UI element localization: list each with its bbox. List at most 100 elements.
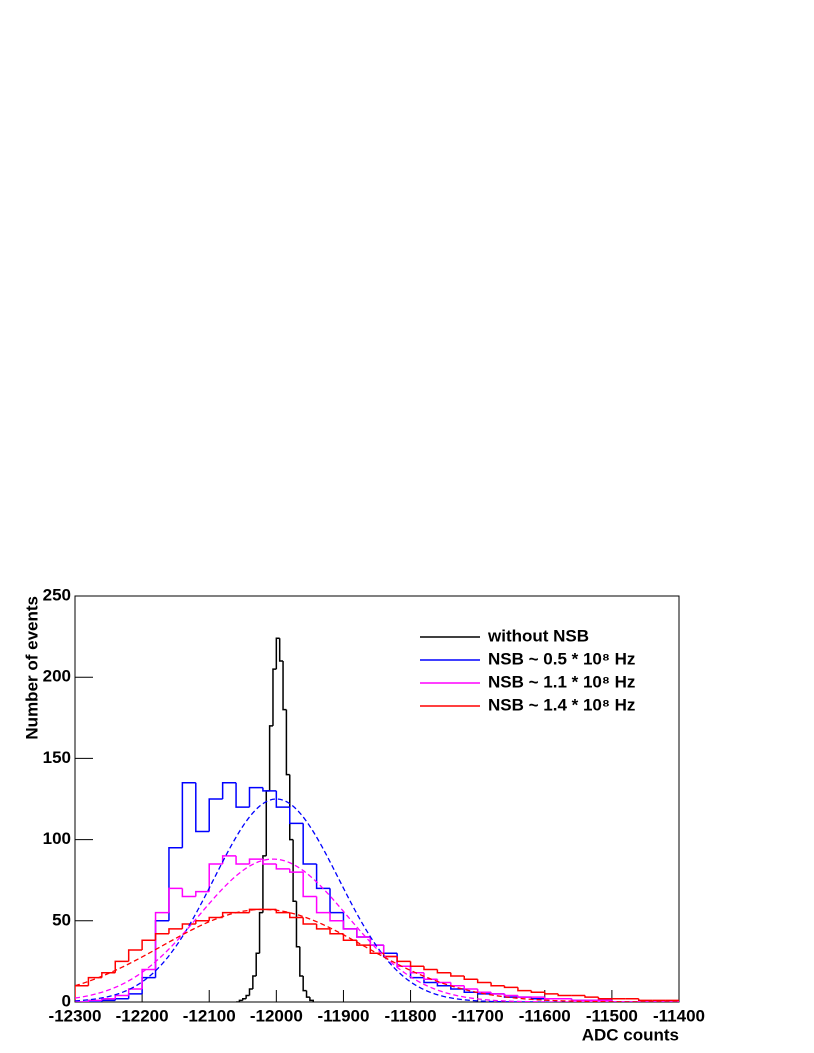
histogram-bin [208,798,223,832]
histogram-bin [570,998,586,1002]
histogram-bin [611,1000,626,1002]
histogram-bin [544,992,559,995]
histogram-bin [168,846,183,921]
histogram-bin [235,782,250,808]
histogram-bin [221,855,237,864]
histogram-bin [245,994,250,999]
histogram-bin [490,982,505,987]
histogram-bin [114,994,129,999]
histogram-bin [127,988,143,996]
histogram-bin [221,782,237,799]
histogram-bin [101,998,116,1001]
x-tick-label: -11800 [385,1006,437,1025]
histogram-bin [302,976,307,992]
y-tick-label: 200 [43,667,71,686]
histogram-bin [154,911,169,970]
histogram-bin [181,888,196,898]
legend-label: without NSB [487,626,589,645]
histogram-bin [242,998,247,1001]
fit-curve [75,908,679,1002]
y-tick-label: 0 [62,991,71,1010]
histogram-bin [255,952,260,977]
histogram-bin [517,987,532,992]
histogram-bin [382,945,398,958]
histogram-bin [282,660,287,711]
histogram-bin [315,924,331,930]
histogram-bin [450,982,465,987]
fit-curve [75,858,679,1002]
histogram-bin [517,995,532,998]
histogram-bin [423,966,438,971]
histogram-bin [309,997,314,1002]
histogram-bin [252,975,257,990]
histogram-bin [248,988,253,996]
histogram-bin [382,945,398,955]
x-tick-label: -12000 [250,1006,303,1025]
histogram-bin [665,999,679,1002]
histogram-bin [258,911,263,954]
histogram-bin [490,992,505,995]
histogram-bin [275,790,290,808]
histogram-bin [289,912,304,919]
histogram-bin [248,858,263,864]
histogram-bin [597,997,612,1000]
legend-label: NSB ~ 1.1 * 10⁸ Hz [488,672,635,691]
histogram-bin [315,863,331,890]
histogram-bin [476,989,492,994]
x-tick-label: -11600 [519,1006,571,1025]
x-tick-label: -11900 [317,1006,369,1025]
histogram-bin [396,956,411,963]
histogram-bin [369,937,384,946]
histogram-bin [208,863,223,892]
histogram-bin [248,908,263,913]
histogram-bin [557,993,572,997]
histogram-bin [436,969,451,974]
histogram-bin [289,807,304,825]
histogram-bin [503,985,518,989]
histogram-bin [221,911,237,918]
histogram-bin [369,937,384,946]
plot-frame [74,595,680,1003]
histogram-bin [342,933,357,942]
histogram-bin [409,966,424,974]
histogram-bin [329,912,344,922]
histogram-bin [168,928,183,934]
histogram-bin [299,946,304,977]
histogram-bin [476,979,492,984]
y-tick-label: 250 [43,585,71,604]
histogram-bin [302,917,317,925]
x-tick-label: -12100 [183,1006,236,1025]
x-tick-label: -12300 [49,1006,102,1025]
histogram-bin [114,960,129,973]
histogram-bin [87,999,102,1002]
histogram-bin [168,887,183,913]
histogram-bin [268,725,273,791]
histogram-bin [195,782,210,833]
histogram-bin [637,998,653,1002]
histogram-bin [423,972,438,981]
histogram-bin [272,668,277,726]
histogram-bin [289,774,294,841]
x-tick-label: -12200 [116,1006,169,1025]
histogram-bin [141,939,156,951]
histogram-bin [114,998,129,1001]
histogram-bin [238,999,243,1002]
histogram-bin [265,790,270,856]
legend-label: NSB ~ 1.4 * 10⁸ Hz [488,695,635,714]
histogram-bin [544,997,559,1000]
histogram-bin [235,855,250,865]
y-tick-label: 150 [43,748,71,767]
histogram-bin [262,855,267,913]
histogram-bin [275,637,280,670]
histogram-bin [436,982,451,987]
histogram-bin [369,945,384,955]
histogram-bin [154,933,169,941]
histogram-bin [248,786,263,808]
histogram-bin [278,638,284,662]
histogram-bin [262,787,277,792]
histogram-bin [450,985,465,990]
histogram-bin [329,928,344,935]
histogram-bin [262,859,277,865]
histogram-bin [503,993,518,997]
